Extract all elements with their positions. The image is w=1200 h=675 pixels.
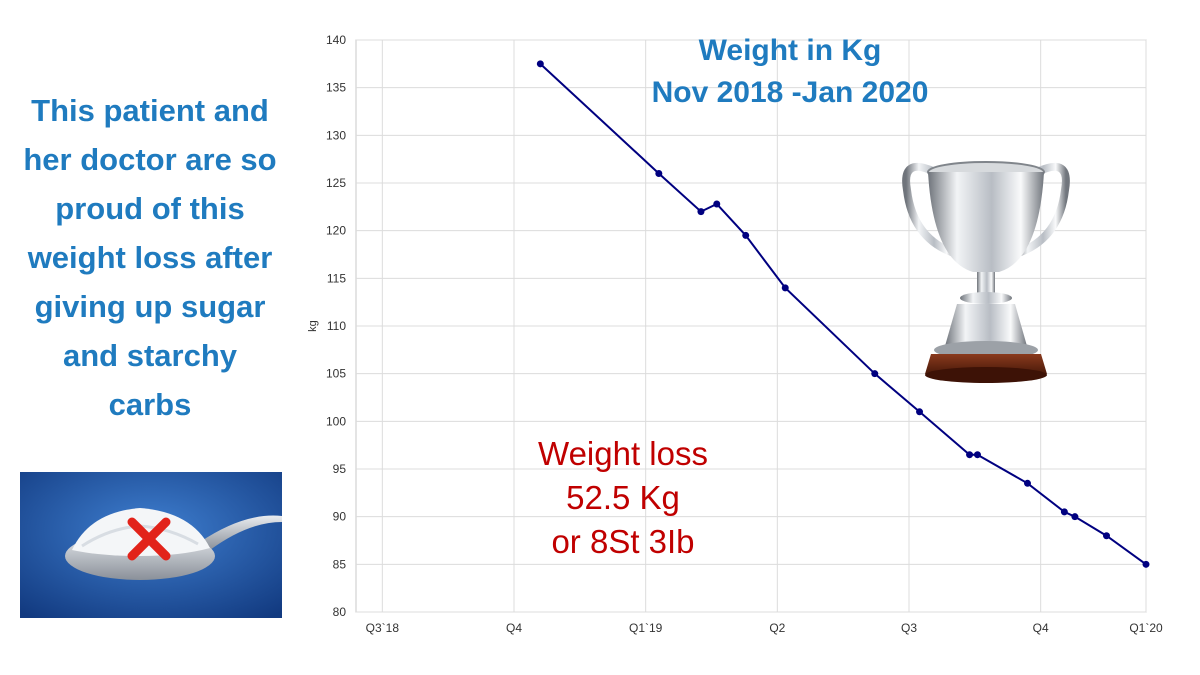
y-tick-label: 110 xyxy=(327,319,346,333)
x-tick-label: Q4 xyxy=(506,621,522,635)
red-cross-icon xyxy=(127,517,171,561)
caption-line: proud of this xyxy=(55,191,245,226)
caption-line: weight loss after xyxy=(27,240,273,275)
caption-line: This patient and xyxy=(31,93,269,128)
caption-line: giving up sugar xyxy=(34,289,266,324)
y-tick-label: 135 xyxy=(326,81,346,95)
y-tick-label: 80 xyxy=(333,605,347,619)
caption-line: carbs xyxy=(108,387,192,422)
y-tick-label: 90 xyxy=(333,510,347,524)
y-tick-label: 120 xyxy=(326,224,346,238)
y-axis-label: kg xyxy=(307,320,319,332)
x-tick-label: Q3 xyxy=(901,621,917,635)
trophy-icon xyxy=(895,150,1077,390)
y-tick-label: 85 xyxy=(333,557,347,571)
data-point xyxy=(1024,479,1031,487)
data-point xyxy=(1142,560,1150,568)
data-point xyxy=(1103,532,1110,540)
data-point xyxy=(1071,513,1079,521)
x-tick-label: Q1`20 xyxy=(1129,621,1163,635)
x-tick-label: Q1`19 xyxy=(629,621,663,635)
data-point xyxy=(871,370,879,378)
y-tick-label: 140 xyxy=(326,33,346,47)
data-point xyxy=(916,408,924,416)
data-point xyxy=(655,169,663,177)
data-point xyxy=(713,200,721,208)
data-point xyxy=(742,231,750,239)
caption-line: and starchy xyxy=(62,338,237,373)
data-point xyxy=(697,208,705,216)
annotation-line: Weight loss xyxy=(538,435,708,472)
caption-text: This patient and her doctor are so proud… xyxy=(5,86,295,429)
annotation-line: 52.5 Kg xyxy=(566,479,680,516)
annotation-line: or 8St 3Ib xyxy=(551,523,695,560)
caption-line: her doctor are so xyxy=(23,142,277,177)
y-tick-label: 130 xyxy=(326,128,346,142)
x-tick-label: Q2 xyxy=(769,621,785,635)
data-point xyxy=(781,284,789,292)
x-tick-label: Q3`18 xyxy=(366,621,400,635)
chart-subtitle-line: Nov 2018 -Jan 2020 xyxy=(651,76,929,109)
y-tick-label: 95 xyxy=(333,462,347,476)
x-tick-label: Q4 xyxy=(1033,621,1049,635)
chart-title: Weight in Kg Nov 2018 -Jan 2020 xyxy=(600,30,980,114)
data-point xyxy=(536,60,544,68)
y-tick-label: 115 xyxy=(327,271,346,285)
data-point xyxy=(973,451,981,459)
y-tick-label: 105 xyxy=(326,367,346,381)
y-tick-label: 125 xyxy=(326,176,346,190)
y-tick-label: 100 xyxy=(326,414,346,428)
chart-title-line: Weight in Kg xyxy=(698,34,882,67)
sugar-spoon-image xyxy=(20,472,282,618)
weight-loss-annotation: Weight loss 52.5 Kg or 8St 3Ib xyxy=(508,432,738,564)
data-point xyxy=(966,451,974,459)
data-point xyxy=(1060,508,1068,516)
